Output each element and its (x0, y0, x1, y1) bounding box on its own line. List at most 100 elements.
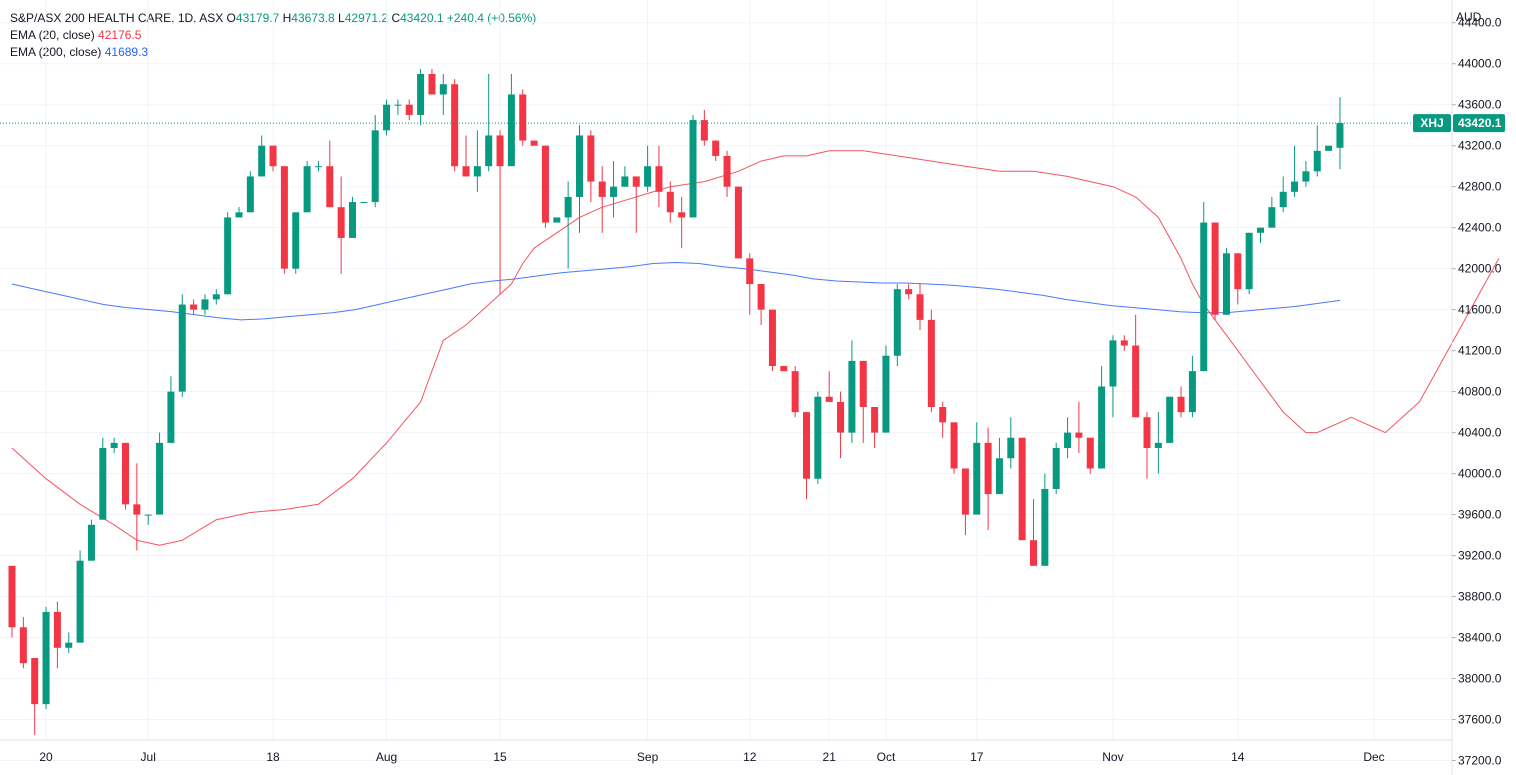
time-tick-label-5: Sep (637, 750, 659, 764)
time-tick-label-4: 15 (493, 750, 507, 764)
candle-body-6 (76, 560, 84, 643)
candle-body-1 (19, 627, 27, 664)
candle-body-89 (1018, 437, 1026, 541)
candle-65 (746, 253, 754, 315)
grid-lines (0, 0, 1452, 762)
candle-body-105 (1200, 222, 1208, 372)
candle-body-71 (814, 396, 822, 479)
candle-40 (462, 135, 470, 177)
candle-7 (87, 519, 95, 561)
candle-68 (780, 366, 788, 372)
candle-88 (1007, 417, 1015, 469)
candle-body-75 (859, 360, 867, 407)
candle-body-41 (473, 166, 481, 177)
price-tick-label-17: 44000.0 (1458, 57, 1502, 71)
candle-body-110 (1257, 227, 1264, 233)
price-tick-label-5: 39200.0 (1458, 549, 1502, 563)
candle-18 (212, 289, 220, 305)
candle-body-46 (530, 140, 538, 146)
candle-body-86 (984, 442, 992, 495)
time-axis[interactable]: 20 Jul 18 Aug 15 Sep 12 21 Oct 17 Nov 14 Dec (39, 750, 1384, 764)
candle-body-91 (1041, 488, 1049, 566)
candle-22 (258, 135, 266, 177)
legend-high-label: H (282, 11, 292, 25)
price-tick-label-14: 42800.0 (1458, 180, 1502, 194)
candle-84 (961, 468, 969, 536)
time-tick-label-11: 14 (1231, 750, 1245, 764)
candle-79 (905, 284, 913, 300)
candle-body-59 (678, 212, 686, 218)
candle-body-5 (65, 642, 73, 648)
time-tick-label-2: 18 (266, 750, 280, 764)
candle-102 (1166, 396, 1174, 443)
candle-76 (871, 406, 879, 448)
candle-body-2 (31, 658, 39, 705)
candle-body-80 (916, 294, 924, 320)
candle-body-83 (950, 422, 958, 469)
candle-64 (734, 186, 742, 259)
candle-body-74 (848, 360, 856, 433)
candle-29 (337, 176, 345, 274)
candle-body-54 (621, 176, 629, 187)
candle-body-18 (212, 294, 220, 300)
candle-12 (144, 514, 152, 525)
legend-ema20-row[interactable]: EMA (20, close) 42176.5 (10, 27, 536, 44)
candle-60 (689, 114, 697, 218)
candle-body-11 (133, 504, 141, 515)
time-tick-label-9: 17 (970, 750, 984, 764)
candle-body-68 (780, 366, 788, 372)
candle-70 (803, 412, 810, 500)
time-tick-label-3: Aug (376, 750, 397, 764)
candle-17 (201, 294, 209, 315)
candle-body-48 (553, 217, 561, 223)
candle-54 (621, 166, 629, 187)
candle-body-36 (417, 73, 425, 115)
candle-body-63 (723, 155, 731, 187)
candle-body-60 (689, 120, 697, 218)
candle-body-101 (1154, 442, 1162, 448)
candle-23 (269, 145, 277, 172)
candle-38 (439, 73, 447, 115)
candle-body-3 (42, 611, 50, 705)
legend-symbol: S&P/ASX 200 HEALTH CARE, 1D, ASX (10, 11, 224, 25)
candle-body-13 (156, 442, 164, 515)
candle-78 (893, 284, 901, 367)
candle-body-22 (258, 145, 266, 177)
candle-33 (383, 99, 391, 136)
candle-107 (1222, 248, 1230, 315)
candle-body-27 (314, 166, 322, 168)
candle-39 (451, 79, 459, 172)
candle-106 (1211, 222, 1219, 320)
candle-62 (712, 140, 720, 162)
candle-81 (927, 309, 935, 413)
candle-body-116 (1325, 145, 1333, 151)
candle-104 (1188, 355, 1196, 418)
candle-body-25 (292, 212, 300, 269)
candle-25 (292, 212, 300, 274)
price-tick-label-18: 44400.0 (1458, 16, 1502, 30)
candle-1 (19, 617, 27, 669)
legend-ema20-value: 42176.5 (98, 28, 142, 42)
candle-body-40 (462, 166, 470, 177)
candle-body-55 (632, 176, 640, 187)
price-tick-label-13: 42400.0 (1458, 221, 1502, 235)
candle-body-20 (235, 212, 243, 218)
candle-body-70 (803, 412, 810, 479)
candle-56 (644, 145, 652, 192)
candle-body-58 (666, 191, 674, 213)
candle-53 (610, 161, 618, 218)
legend-ema200-row[interactable]: EMA (200, close) 41689.3 (10, 44, 536, 61)
legend-open-label: O (226, 11, 236, 25)
candle-72 (825, 371, 833, 402)
price-tick-label-4: 38800.0 (1458, 590, 1502, 604)
price-tick-label-6: 39600.0 (1458, 508, 1502, 522)
candle-body-37 (428, 73, 436, 95)
candle-83 (950, 422, 958, 474)
time-tick-label-8: Oct (877, 750, 896, 764)
candle-body-57 (655, 166, 663, 192)
candle-41 (473, 130, 481, 192)
candle-body-106 (1211, 222, 1219, 315)
candle-112 (1279, 176, 1287, 213)
